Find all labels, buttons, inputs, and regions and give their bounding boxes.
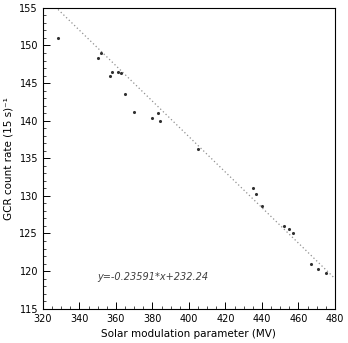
Point <box>155 110 161 116</box>
Point <box>250 185 255 190</box>
Text: y=-0.23591*x+232.24: y=-0.23591*x+232.24 <box>98 272 209 282</box>
Point <box>108 74 113 79</box>
Point <box>150 116 155 121</box>
Point <box>290 230 296 236</box>
Point <box>286 226 292 232</box>
Point <box>195 146 201 151</box>
Point <box>115 69 120 74</box>
Point <box>323 270 329 275</box>
Point <box>55 35 60 41</box>
Point <box>316 266 321 272</box>
Point <box>119 70 124 75</box>
X-axis label: Solar modulation parameter (MV): Solar modulation parameter (MV) <box>102 329 276 339</box>
Point <box>157 118 163 123</box>
Point <box>281 223 287 229</box>
Point <box>308 261 314 266</box>
Point <box>98 50 104 56</box>
Point <box>122 91 128 96</box>
Point <box>254 191 259 197</box>
Point <box>259 203 265 209</box>
Y-axis label: GCR count rate (15 s)⁻¹: GCR count rate (15 s)⁻¹ <box>4 97 14 220</box>
Point <box>132 109 137 115</box>
Point <box>95 55 101 60</box>
Point <box>110 69 115 74</box>
